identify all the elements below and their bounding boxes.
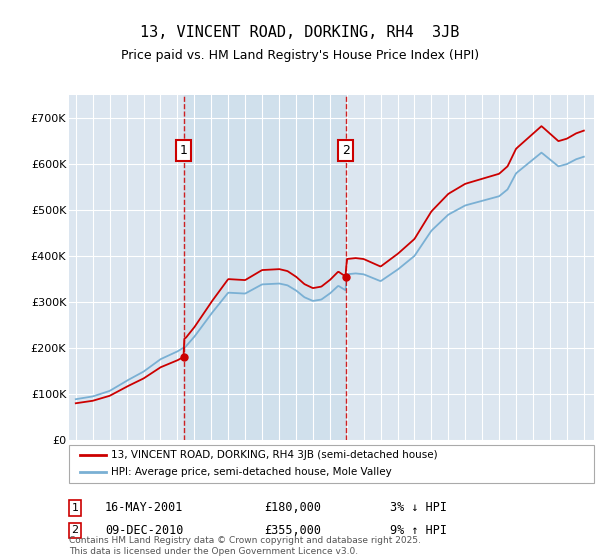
FancyBboxPatch shape bbox=[69, 445, 594, 483]
Text: 13, VINCENT ROAD, DORKING, RH4 3JB (semi-detached house): 13, VINCENT ROAD, DORKING, RH4 3JB (semi… bbox=[111, 450, 437, 460]
Bar bbox=[184, 95, 346, 440]
Text: 1: 1 bbox=[71, 503, 79, 513]
Text: £355,000: £355,000 bbox=[264, 524, 321, 537]
Text: 3% ↓ HPI: 3% ↓ HPI bbox=[390, 501, 447, 515]
Text: Price paid vs. HM Land Registry's House Price Index (HPI): Price paid vs. HM Land Registry's House … bbox=[121, 49, 479, 62]
Text: 16-MAY-2001: 16-MAY-2001 bbox=[105, 501, 184, 515]
Text: HPI: Average price, semi-detached house, Mole Valley: HPI: Average price, semi-detached house,… bbox=[111, 467, 392, 477]
Text: 13, VINCENT ROAD, DORKING, RH4  3JB: 13, VINCENT ROAD, DORKING, RH4 3JB bbox=[140, 25, 460, 40]
Text: £180,000: £180,000 bbox=[264, 501, 321, 515]
Text: 2: 2 bbox=[71, 525, 79, 535]
Text: 2: 2 bbox=[342, 144, 350, 157]
Text: 09-DEC-2010: 09-DEC-2010 bbox=[105, 524, 184, 537]
Text: Contains HM Land Registry data © Crown copyright and database right 2025.
This d: Contains HM Land Registry data © Crown c… bbox=[69, 536, 421, 556]
Text: 1: 1 bbox=[180, 144, 188, 157]
Text: 9% ↑ HPI: 9% ↑ HPI bbox=[390, 524, 447, 537]
